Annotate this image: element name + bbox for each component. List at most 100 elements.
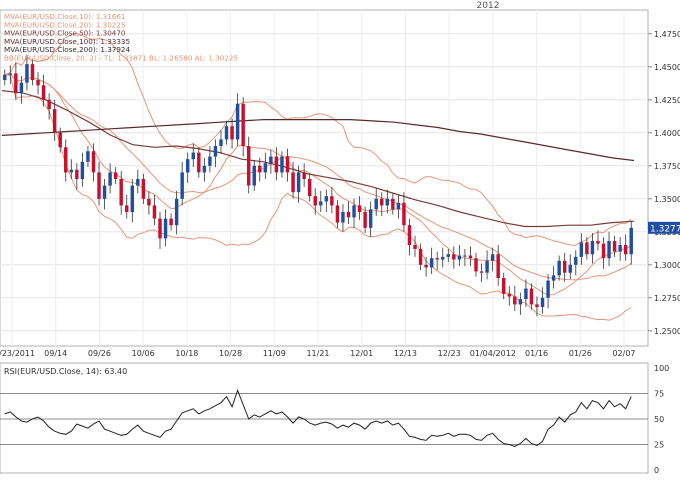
candle-up — [324, 196, 329, 202]
candle-up — [446, 254, 450, 257]
candle-up — [607, 241, 611, 259]
candle-up — [352, 205, 356, 218]
candle-up — [524, 288, 528, 300]
candle-up — [80, 161, 85, 179]
candle-down — [246, 146, 251, 186]
x-tick-label: 12/01 — [350, 349, 373, 358]
x-tick-label: 09/14 — [44, 349, 67, 358]
candle-down — [357, 205, 362, 212]
candle-up — [180, 172, 184, 199]
candle-up — [19, 82, 24, 94]
x-tick-label: 11/21 — [306, 349, 329, 358]
price-tick-label: 1.2750 — [654, 294, 680, 303]
bollinger-lower-line — [4, 74, 632, 321]
candle-down — [119, 179, 123, 206]
last-price-marker: 1.32770 — [648, 221, 680, 234]
candle-down — [402, 202, 406, 226]
candle-down — [302, 172, 306, 179]
candle-down — [75, 169, 79, 179]
candle-up — [551, 275, 556, 281]
candle-up — [463, 255, 467, 257]
legend-entry: BB(EUR/USD.Close, 20, 2) - TL: 1.33871 B… — [4, 54, 238, 63]
candle-down — [363, 212, 367, 228]
mva-100-line — [1, 90, 635, 228]
price-tick-label: 1.4500 — [654, 63, 680, 72]
price-tick-label: 1.4750 — [654, 30, 680, 39]
x-tick-label: 08/23/2011 — [0, 349, 35, 358]
x-tick-label: 11/09 — [263, 349, 286, 358]
price-tick-label: 1.4000 — [654, 129, 680, 138]
candle-up — [25, 64, 29, 83]
candle-down — [601, 243, 606, 259]
rsi-panel — [0, 362, 649, 474]
candle-up — [213, 146, 218, 157]
candle-down — [585, 242, 589, 255]
candle-down — [291, 172, 295, 193]
candle-down — [30, 64, 35, 80]
candle-down — [380, 198, 384, 206]
candle-up — [518, 299, 523, 305]
x-axis-labels: 08/23/2011 09/14 09/26 10/06 10/18 10/28 11/09… — [0, 349, 636, 358]
candle-down — [330, 196, 334, 206]
rsi-y-axis: 100 75 50 25 0 — [654, 364, 669, 475]
candle-down — [169, 218, 173, 226]
candle-down — [507, 293, 511, 297]
candle-down — [14, 73, 18, 94]
candle-down — [479, 271, 484, 273]
bollinger-upper-line — [4, 32, 632, 246]
candle-down — [596, 241, 600, 244]
candle-up — [235, 103, 240, 140]
candle-up — [130, 185, 134, 212]
candle-up — [296, 172, 301, 193]
x-tick-label: 12/23 — [438, 349, 461, 358]
rsi-grid — [0, 393, 648, 445]
candle-up — [191, 152, 195, 160]
candle-down — [147, 198, 151, 206]
candle-down — [125, 205, 129, 212]
candle-up — [579, 242, 584, 257]
candle-down — [285, 156, 290, 173]
rsi-tick-label: 75 — [654, 390, 664, 399]
candle-up — [8, 73, 13, 75]
rsi-tick-label: 25 — [654, 441, 664, 450]
candle-up — [374, 198, 378, 210]
price-tick-label: 1.3000 — [654, 261, 680, 270]
price-tick-label: 1.4250 — [654, 96, 680, 105]
candle-up — [485, 260, 489, 273]
candle-up — [3, 74, 7, 80]
candle-up — [368, 209, 373, 228]
candle-down — [529, 288, 534, 305]
candle-down — [407, 225, 412, 245]
candle-up — [136, 179, 140, 186]
x-tick-label: 09/26 — [88, 349, 111, 358]
candle-down — [562, 260, 567, 273]
candle-down — [474, 258, 478, 272]
candle-down — [623, 245, 628, 255]
indicator-legend: MVA(EUR/USD.Close,10): 1.31661MVA(EUR/US… — [4, 12, 238, 63]
x-tick-label: 10/28 — [219, 349, 242, 358]
candle-down — [58, 132, 62, 148]
mva-200-line — [1, 118, 635, 162]
candle-down — [97, 172, 101, 199]
candle-up — [429, 258, 434, 268]
candle-up — [441, 256, 445, 260]
rsi-series-line — [4, 388, 632, 448]
candle-up — [86, 151, 90, 162]
candle-down — [413, 245, 417, 249]
candle-up — [396, 202, 401, 210]
x-tick-label: 12/13 — [394, 349, 417, 358]
candle-down — [241, 103, 245, 146]
candle-down — [152, 205, 157, 219]
legend-entry: MVA(EUR/USD.Close,200): 1.37924 — [4, 45, 130, 54]
rsi-label: RSI(EUR/USD.Close, 14): 63.40 — [4, 367, 127, 376]
candle-up — [202, 165, 207, 173]
x-tick-label: 01/26 — [569, 349, 592, 358]
candle-up — [618, 245, 622, 252]
candle-down — [52, 109, 57, 133]
candle-down — [141, 179, 146, 199]
candle-up — [174, 198, 179, 226]
candle-up — [385, 198, 390, 206]
price-tick-label: 1.2500 — [654, 327, 680, 336]
